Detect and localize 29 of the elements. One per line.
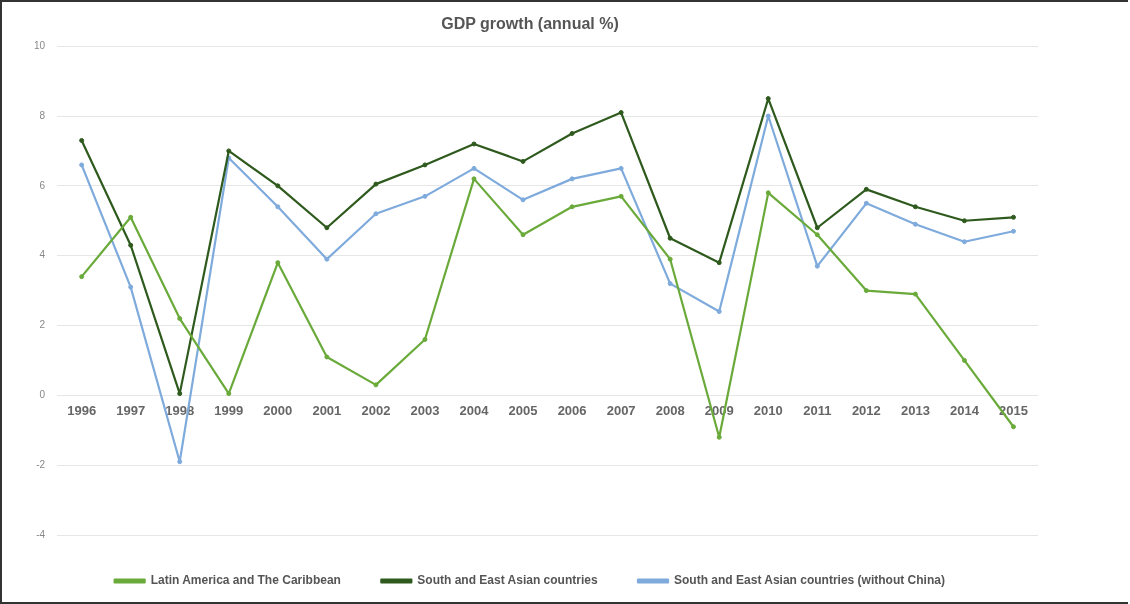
legend-label: Latin America and The Caribbean — [150, 573, 341, 588]
x-tick-label: 2003 — [410, 402, 440, 418]
x-tick-label: 2006 — [557, 402, 587, 418]
x-tick-label: 2002 — [361, 402, 391, 418]
x-tick-label: 2000 — [263, 402, 293, 418]
y-tick-label: 6 — [39, 179, 46, 191]
y-tick-label: -2 — [36, 458, 46, 470]
y-tick-label: 8 — [39, 109, 46, 121]
x-tick-label: 1996 — [67, 402, 97, 418]
x-tick-label: 1997 — [116, 402, 146, 418]
x-tick-label: 2014 — [949, 402, 980, 418]
x-tick-label: 2013 — [900, 402, 930, 418]
y-tick-label: -4 — [36, 528, 46, 540]
chart-title: GDP growth (annual %) — [441, 15, 619, 33]
y-tick-label: 0 — [39, 389, 46, 401]
x-tick-label: 2007 — [606, 402, 636, 418]
legend-label: South and East Asian countries — [417, 573, 598, 588]
x-tick-label: 2008 — [655, 402, 685, 418]
legend-label: South and East Asian countries (without China) — [674, 573, 945, 588]
x-tick-label: 2005 — [508, 402, 538, 418]
x-tick-label: 2010 — [753, 402, 783, 418]
x-tick-label: 2012 — [851, 402, 881, 418]
x-tick-label: 2001 — [312, 402, 342, 418]
x-tick-label: 1999 — [214, 402, 244, 418]
y-tick-label: 2 — [39, 319, 46, 331]
x-tick-label: 2011 — [803, 402, 832, 418]
x-tick-label: 2004 — [459, 402, 490, 418]
y-tick-label: 10 — [34, 39, 46, 51]
y-tick-label: 4 — [39, 249, 46, 261]
